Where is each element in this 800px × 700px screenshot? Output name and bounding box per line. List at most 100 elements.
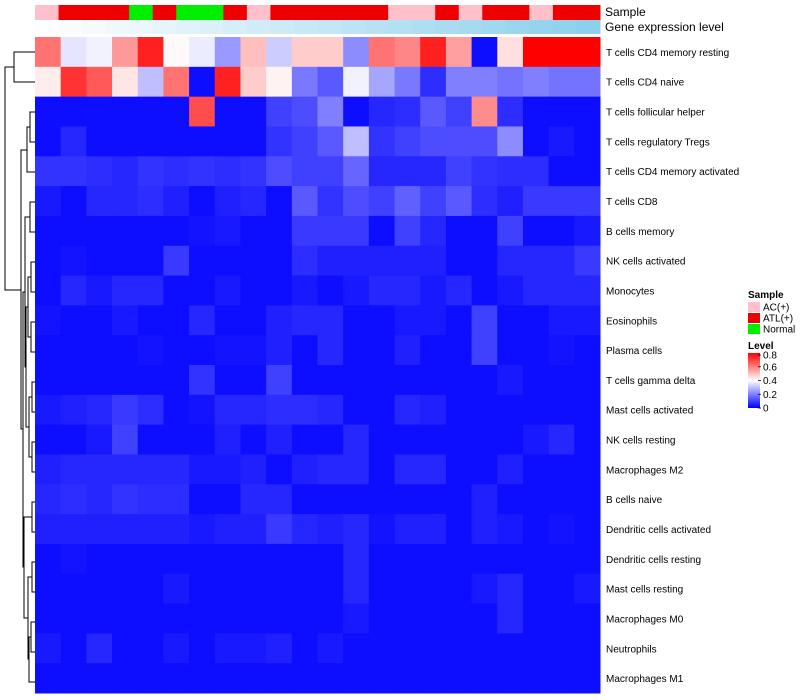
- sample-annotation-cell: [35, 5, 60, 20]
- heatmap-cell: [137, 156, 164, 187]
- legend: Sample AC(+)ATL(+)Normal Level 0.80.6 0.4…: [748, 290, 795, 415]
- heatmap-cell: [317, 424, 344, 455]
- heatmap-cell: [522, 275, 550, 306]
- sample-annotation-cell: [458, 5, 483, 20]
- heatmap-cell: [368, 484, 396, 515]
- sample-legend-label: ATL(+): [763, 314, 793, 325]
- heatmap-cell: [317, 186, 344, 217]
- heatmap-cell: [35, 573, 62, 605]
- heatmap-cell: [266, 514, 293, 545]
- heatmap-cell: [574, 305, 601, 336]
- heatmap-cell: [112, 663, 139, 694]
- heatmap-cell: [60, 215, 87, 247]
- heatmap-cell: [60, 633, 87, 664]
- heatmap-cell: [214, 245, 241, 277]
- heatmap-cell: [445, 245, 473, 277]
- heatmap-cell: [163, 126, 190, 157]
- heatmap-cell: [240, 215, 267, 247]
- row-label: B cells naive: [606, 495, 663, 506]
- heatmap-cell: [497, 215, 524, 247]
- heatmap-cell: [60, 305, 87, 336]
- heatmap-cell: [266, 186, 293, 217]
- expression-annotation-cell: [82, 20, 107, 34]
- expression-annotation-cell: [129, 20, 154, 34]
- heatmap-cell: [60, 156, 87, 187]
- heatmap-cell: [471, 335, 498, 366]
- heatmap-cells: [35, 37, 601, 694]
- heatmap-cell: [548, 663, 575, 694]
- heatmap-cell: [522, 454, 550, 485]
- heatmap-cell: [112, 394, 139, 426]
- heatmap-cell: [420, 633, 447, 664]
- heatmap-cell: [420, 365, 447, 396]
- heatmap-cell: [189, 573, 216, 605]
- heatmap-cell: [548, 633, 575, 664]
- heatmap-cell: [137, 484, 164, 515]
- heatmap-cell: [548, 126, 575, 157]
- heatmap-cell: [291, 66, 318, 98]
- heatmap-cell: [445, 215, 473, 247]
- heatmap-cell: [60, 126, 87, 157]
- heatmap-cell: [548, 156, 575, 187]
- sample-annotation-cell: [576, 5, 601, 20]
- sample-annotation-cell: [411, 5, 436, 20]
- heatmap-cell: [394, 126, 421, 157]
- sample-legend-label: Normal: [763, 325, 795, 336]
- heatmap-cell: [368, 603, 396, 634]
- heatmap-cell: [522, 394, 550, 426]
- heatmap-cell: [60, 37, 87, 68]
- heatmap-cell: [291, 484, 318, 515]
- sample-annotation-cell: [199, 5, 224, 20]
- row-label: T cells follicular helper: [606, 108, 705, 119]
- heatmap-cell: [291, 275, 318, 306]
- heatmap-cell: [35, 215, 62, 247]
- heatmap-cell: [86, 484, 113, 515]
- heatmap-cell: [420, 424, 447, 455]
- heatmap-cell: [574, 424, 601, 455]
- sample-annotation-cell: [505, 5, 530, 20]
- heatmap-cell: [35, 424, 62, 455]
- heatmap-cell: [240, 305, 267, 336]
- heatmap-cell: [574, 335, 601, 366]
- heatmap-cell: [35, 156, 62, 187]
- expression-annotation-cell: [35, 20, 60, 34]
- heatmap-cell: [471, 126, 498, 157]
- heatmap-cell: [291, 186, 318, 217]
- heatmap-cell: [266, 245, 293, 277]
- heatmap-cell: [522, 215, 550, 247]
- legend-level-title: Level: [748, 341, 774, 352]
- sample-annotation-cell: [293, 5, 318, 20]
- heatmap-cell: [137, 663, 164, 694]
- heatmap-cell: [60, 663, 87, 694]
- heatmap-cell: [189, 156, 216, 187]
- heatmap-cell: [497, 245, 524, 277]
- heatmap-cell: [497, 186, 524, 217]
- heatmap-cell: [60, 394, 87, 426]
- heatmap-cell: [343, 394, 370, 426]
- heatmap-cell: [240, 37, 267, 68]
- heatmap-cell: [497, 275, 524, 306]
- heatmap-cell: [60, 603, 87, 634]
- heatmap-cell: [574, 394, 601, 426]
- heatmap-cell: [266, 66, 293, 98]
- heatmap-cell: [214, 96, 241, 127]
- row-label: Neutrophils: [606, 644, 657, 655]
- heatmap-cell: [445, 663, 473, 694]
- expression-annotation-label: Gene expression level: [605, 20, 724, 34]
- row-label: Dendritic cells resting: [606, 555, 701, 566]
- heatmap-cell: [214, 156, 241, 187]
- heatmap-cell: [266, 335, 293, 366]
- heatmap-cell: [394, 215, 421, 247]
- heatmap-cell: [137, 633, 164, 664]
- heatmap-cell: [368, 126, 396, 157]
- heatmap-cell: [548, 215, 575, 247]
- heatmap-cell: [471, 365, 498, 396]
- heatmap-cell: [291, 126, 318, 157]
- heatmap-cell: [574, 573, 601, 605]
- heatmap-cell: [35, 66, 62, 98]
- column-annotations: [35, 5, 601, 34]
- heatmap-cell: [137, 603, 164, 634]
- row-dendrogram: [4, 51, 35, 683]
- sample-annotation-cell: [58, 5, 83, 20]
- heatmap-cell: [214, 454, 241, 485]
